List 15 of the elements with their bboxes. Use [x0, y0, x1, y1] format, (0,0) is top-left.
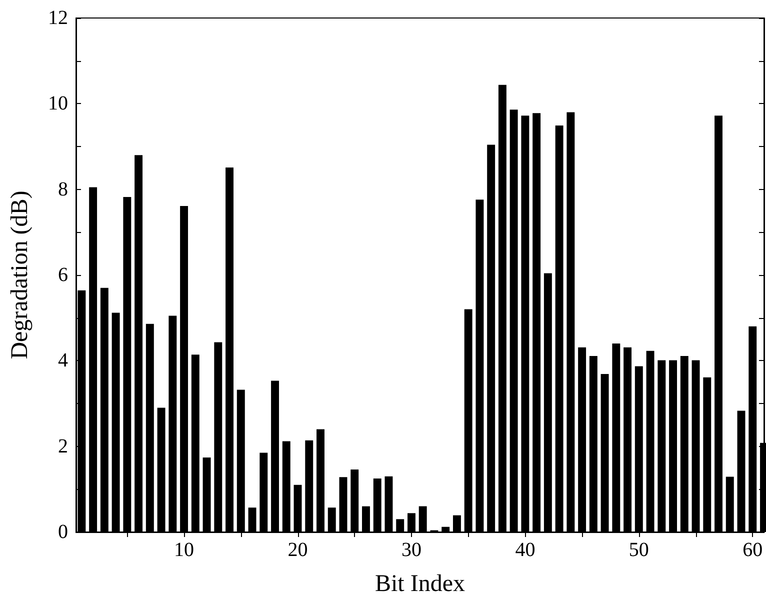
y-axis-title: Degradation (dB): [7, 190, 33, 360]
x-axis-title: Bit Index: [375, 571, 465, 597]
y-tick-label: 0: [58, 521, 68, 543]
y-tick-label: 8: [58, 178, 68, 200]
x-tick-label: 40: [515, 539, 536, 561]
x-tick-label: 30: [401, 539, 422, 561]
x-tick-label: 50: [628, 539, 649, 561]
y-tick-label: 12: [48, 7, 68, 29]
y-tick-label: 2: [58, 435, 68, 458]
x-tick-label: 20: [288, 539, 308, 561]
y-tick-label: 6: [58, 264, 68, 286]
x-tick-label: 10: [174, 539, 194, 561]
y-tick-label: 4: [58, 350, 68, 372]
y-tick-label: 10: [48, 92, 68, 115]
x-tick-label: 60: [742, 539, 763, 561]
